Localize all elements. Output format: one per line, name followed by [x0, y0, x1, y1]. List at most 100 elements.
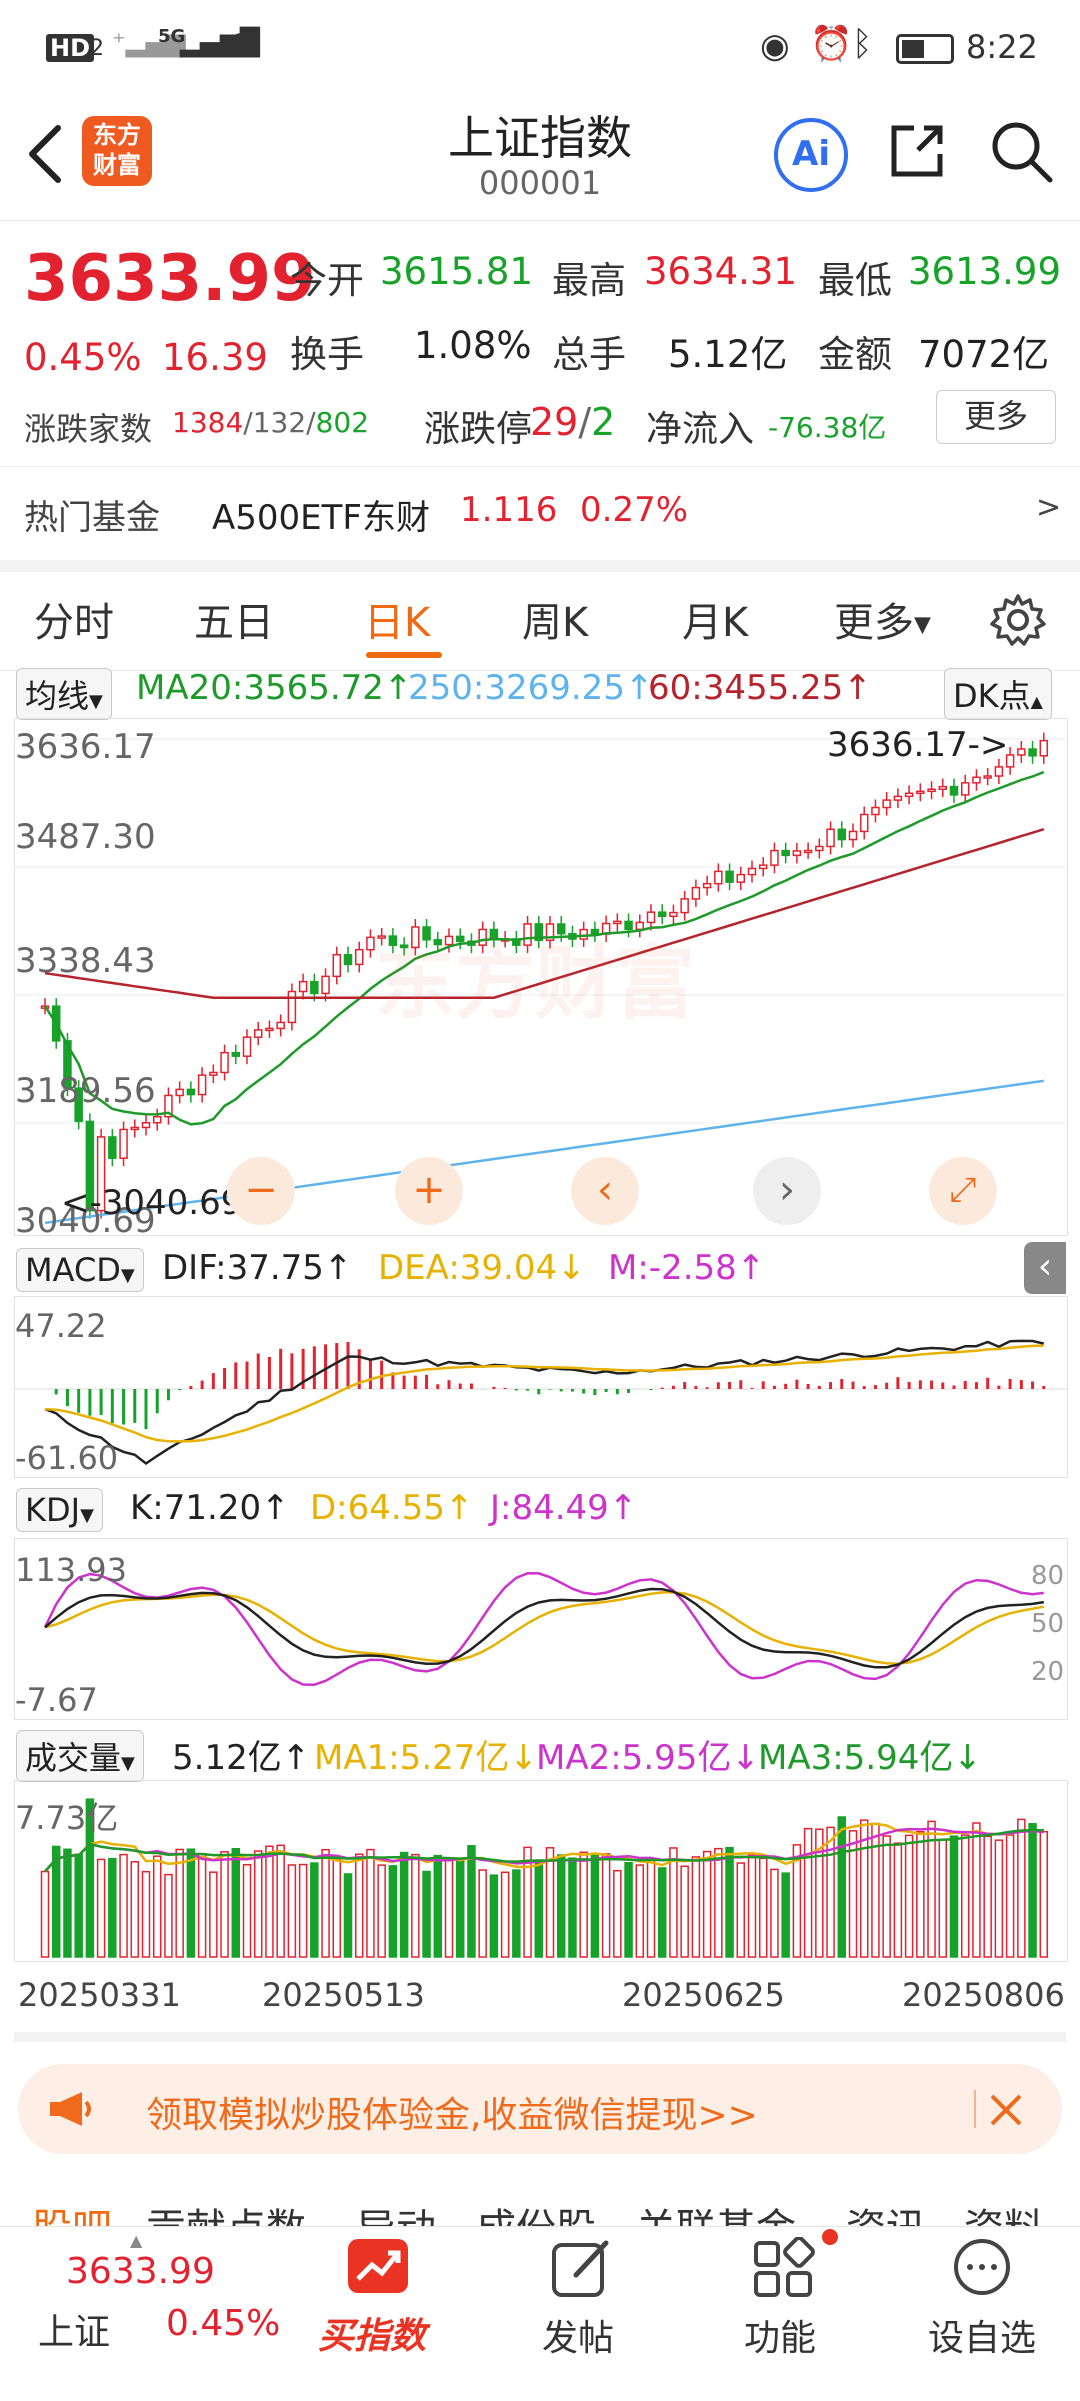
tab-weekly-k[interactable]: 周K: [522, 600, 589, 646]
info-tab[interactable]: 资讯: [846, 2196, 926, 2226]
share-icon[interactable]: [886, 120, 948, 182]
candle-body: [904, 792, 914, 798]
macd-y-bottom: -61.60: [15, 1439, 119, 1477]
volume-bar: [949, 1835, 959, 1958]
fullscreen-button[interactable]: ⤢: [929, 1157, 997, 1225]
tab-monthly-k[interactable]: 月K: [682, 600, 749, 646]
candle-body: [523, 923, 532, 946]
open-value: 3615.81: [380, 250, 534, 293]
volume-bar: [63, 1848, 72, 1958]
alarm-icon: ⏰: [810, 24, 853, 64]
macd-dif: DIF:37.75↑: [162, 1248, 353, 1288]
scroll-left-button[interactable]: ‹: [571, 1157, 639, 1225]
kdj-j: J:84.49↑: [490, 1488, 638, 1528]
volume-bar: [983, 1835, 992, 1958]
candle-body: [220, 1051, 229, 1074]
volume-bar: [411, 1853, 420, 1958]
back-arrow-icon[interactable]: [24, 122, 64, 186]
buy-index-button[interactable]: 买指数: [310, 2227, 450, 2401]
scroll-right-button[interactable]: ›: [753, 1157, 821, 1225]
volume-bar: [276, 1844, 285, 1958]
kline-chart[interactable]: 东方财富 3636.17 3487.30 3338.43 3189.56 304…: [14, 718, 1068, 1241]
wifi-icon: ◠: [226, 24, 256, 64]
candle-body: [377, 935, 386, 939]
info-tab[interactable]: 异动: [356, 2196, 436, 2226]
collapse-panel-button[interactable]: ‹: [1024, 1242, 1066, 1294]
promo-banner[interactable]: 领取模拟炒股体验金,收益微信提现>>: [18, 2064, 1062, 2154]
candle-body: [669, 911, 678, 918]
candle-body: [175, 1088, 184, 1097]
post-button[interactable]: 发帖: [530, 2227, 670, 2401]
candle-body: [332, 953, 342, 978]
volume-bar: [803, 1827, 813, 1958]
kdj-d: D:64.55↑: [310, 1488, 474, 1528]
kdj-y-bottom: -7.67: [15, 1681, 98, 1719]
limit-counts: 29/2: [530, 400, 616, 444]
tab-daily-k[interactable]: 日K: [364, 600, 431, 646]
ma60-value: 60:3455.25↑: [648, 668, 872, 708]
macd-chart: 47.22 -61.60: [14, 1296, 1068, 1478]
candle-body: [1039, 739, 1049, 757]
info-tab[interactable]: 贡献点数: [146, 2196, 306, 2226]
candle-body: [399, 944, 409, 949]
macd-dea: DEA:39.04↓: [378, 1248, 586, 1288]
tab-intraday[interactable]: 分时: [34, 600, 114, 646]
volume-bar: [624, 1861, 633, 1958]
d-line: [44, 1590, 1045, 1665]
gear-icon[interactable]: [990, 592, 1046, 648]
functions-button[interactable]: 功能: [730, 2227, 870, 2401]
zoom-out-button[interactable]: −: [227, 1157, 295, 1225]
kdj-selector[interactable]: KDJ▼: [16, 1488, 103, 1532]
kdj-k: K:71.20↑: [130, 1488, 290, 1528]
macd-selector[interactable]: MACD▼: [16, 1248, 144, 1292]
ai-assistant-button[interactable]: Ai: [774, 118, 848, 192]
candle-body: [1028, 748, 1037, 757]
volume-current: 5.12亿↑: [172, 1738, 311, 1778]
info-tab[interactable]: 股吧: [32, 2196, 112, 2226]
candle-body: [108, 1136, 117, 1159]
volume-bar: [512, 1869, 521, 1958]
volume-value: 5.12亿: [668, 333, 788, 376]
index-mini-quote[interactable]: ▲ 3633.99 上证 0.45%: [0, 2227, 300, 2401]
candle-body: [657, 911, 667, 918]
candle-body: [444, 935, 454, 946]
volume-y-top: 7.73亿: [15, 1799, 119, 1837]
tab-five-day[interactable]: 五日: [194, 600, 274, 646]
close-icon[interactable]: [986, 2090, 1026, 2130]
candle-body: [613, 920, 622, 925]
amount-value: 7072亿: [918, 333, 1050, 376]
info-tab[interactable]: 成份股: [476, 2196, 596, 2226]
volume-bar: [74, 1853, 83, 1958]
current-price: 3633.99: [24, 242, 316, 316]
turnover-label: 换手: [290, 333, 364, 376]
ma-selector[interactable]: 均线▼: [16, 668, 112, 720]
volume-bar: [590, 1853, 600, 1958]
trend-chart-icon: [348, 2239, 408, 2293]
kdj-ref-80: 80: [1031, 1561, 1065, 1591]
zoom-in-button[interactable]: +: [395, 1157, 463, 1225]
candle-body: [96, 1136, 106, 1212]
volume-bar: [321, 1848, 330, 1958]
search-icon[interactable]: [990, 120, 1054, 184]
tab-more[interactable]: 更多▼: [834, 600, 931, 646]
volume-selector[interactable]: 成交量▼: [16, 1730, 144, 1782]
add-watchlist-button[interactable]: 设自选: [920, 2227, 1080, 2401]
candle-body: [164, 1094, 173, 1118]
dk-points-button[interactable]: DK点▲: [944, 668, 1052, 720]
info-tab[interactable]: 资料: [964, 2196, 1044, 2226]
eye-icon: ◉: [760, 26, 790, 66]
info-tab[interactable]: 关联基金: [636, 2196, 796, 2226]
volume-bar: [893, 1842, 903, 1958]
volume-bar: [927, 1820, 936, 1958]
more-button[interactable]: 更多: [936, 390, 1056, 444]
candle-body: [556, 923, 566, 935]
candle-body: [837, 828, 847, 841]
high-value: 3634.31: [644, 250, 798, 293]
volume-bar: [478, 1869, 487, 1958]
candle-body: [949, 785, 959, 796]
volume-bar: [938, 1838, 948, 1958]
edit-post-icon: [552, 2240, 609, 2297]
status-bar: HD 2 ⁺▂▄▆ 5G ▂▄▆█ ◠ ◉ ⏰ ᛒ 8:22: [0, 0, 1080, 90]
volume-bar: [40, 1870, 50, 1958]
hot-fund-row[interactable]: 热门基金 A500ETF东财 1.116 0.27% >: [0, 476, 1080, 552]
